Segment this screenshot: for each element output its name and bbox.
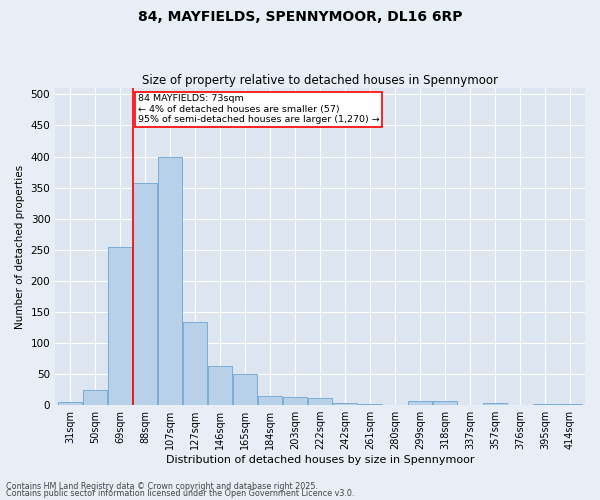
X-axis label: Distribution of detached houses by size in Spennymoor: Distribution of detached houses by size … xyxy=(166,455,475,465)
Bar xyxy=(183,322,207,405)
Bar xyxy=(408,400,432,405)
Bar xyxy=(83,390,107,405)
Bar xyxy=(308,398,332,405)
Bar xyxy=(258,396,282,405)
Bar xyxy=(208,366,232,405)
Bar xyxy=(433,400,457,405)
Bar xyxy=(533,404,557,405)
Bar xyxy=(108,246,132,405)
Bar xyxy=(233,374,257,405)
Y-axis label: Number of detached properties: Number of detached properties xyxy=(15,164,25,328)
Text: 84, MAYFIELDS, SPENNYMOOR, DL16 6RP: 84, MAYFIELDS, SPENNYMOOR, DL16 6RP xyxy=(138,10,462,24)
Bar xyxy=(158,156,182,405)
Bar xyxy=(558,404,582,405)
Bar xyxy=(58,402,82,405)
Text: Contains public sector information licensed under the Open Government Licence v3: Contains public sector information licen… xyxy=(6,489,355,498)
Bar xyxy=(283,397,307,405)
Title: Size of property relative to detached houses in Spennymoor: Size of property relative to detached ho… xyxy=(142,74,498,87)
Text: 84 MAYFIELDS: 73sqm
← 4% of detached houses are smaller (57)
95% of semi-detache: 84 MAYFIELDS: 73sqm ← 4% of detached hou… xyxy=(137,94,379,124)
Bar xyxy=(333,402,357,405)
Bar xyxy=(133,182,157,405)
Text: Contains HM Land Registry data © Crown copyright and database right 2025.: Contains HM Land Registry data © Crown c… xyxy=(6,482,318,491)
Bar xyxy=(358,404,382,405)
Bar xyxy=(483,403,507,405)
